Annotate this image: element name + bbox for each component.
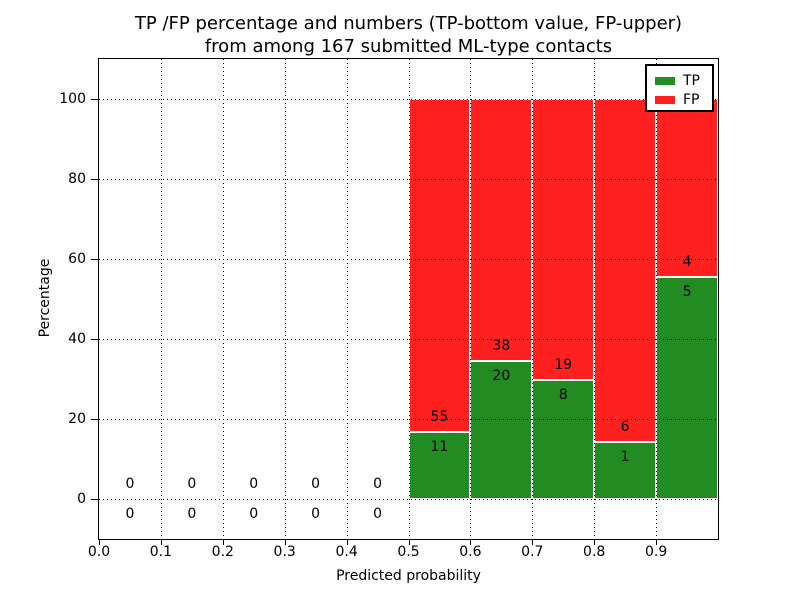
annotation-tp-count: 11 — [430, 439, 449, 456]
y-axis-tick — [91, 339, 99, 340]
legend-label-fp: FP — [683, 91, 700, 108]
x-tick-label: 0.8 — [583, 544, 606, 560]
bar-fp-segment — [594, 99, 657, 442]
y-axis-tick — [91, 259, 99, 260]
bar-tp-segment — [594, 441, 657, 499]
y-tick-label: 60 — [68, 251, 86, 267]
y-tick-label: 100 — [59, 91, 86, 107]
y-tick-label: 20 — [68, 411, 86, 427]
x-tick-label: 0.4 — [335, 544, 358, 560]
bar-tp-segment — [470, 361, 533, 499]
x-tick-label: 0.1 — [149, 544, 173, 560]
x-axis-tick — [532, 539, 534, 545]
annotation-fp-count: 19 — [554, 357, 573, 374]
annotation-tp-count: 1 — [620, 448, 630, 465]
x-tick-label: 0.0 — [87, 544, 111, 560]
chart-title-line1: TP /FP percentage and numbers (TP-bottom… — [134, 13, 683, 34]
x-tick-label: 0.7 — [521, 544, 544, 560]
bar-tp-segment — [532, 380, 595, 499]
gridline-vertical — [656, 59, 658, 539]
annotation-fp-count: 0 — [125, 476, 135, 492]
legend-item-tp: TP — [647, 71, 712, 90]
chart-title-line2: from among 167 submitted ML-type contact… — [204, 36, 613, 57]
gridline-vertical — [594, 59, 596, 539]
bar-fp-segment — [470, 99, 533, 362]
annotation-tp-count: 0 — [373, 506, 383, 522]
bar-fp-segment — [408, 99, 471, 433]
gridline-vertical — [284, 59, 286, 539]
gridline-vertical — [408, 59, 410, 539]
annotation-fp-count: 55 — [430, 409, 449, 426]
x-axis-tick — [656, 539, 658, 545]
gridline-vertical — [346, 59, 348, 539]
y-tick-label: 0 — [77, 491, 86, 507]
legend-swatch-tp-icon — [655, 76, 675, 85]
x-tick-label: 0.6 — [459, 544, 482, 560]
annotation-fp-count: 0 — [311, 476, 321, 492]
x-axis-tick — [160, 539, 162, 545]
gridline-vertical — [222, 59, 224, 539]
x-axis-label: Predicted probability — [336, 568, 481, 584]
bar-tp-segment — [656, 276, 718, 499]
x-axis-tick — [284, 539, 286, 545]
annotation-fp-count: 6 — [620, 418, 630, 435]
y-axis-tick — [91, 499, 99, 500]
x-axis-tick — [470, 539, 472, 545]
x-tick-label: 0.2 — [211, 544, 234, 560]
x-tick-label: 0.5 — [397, 544, 420, 560]
annotation-fp-count: 38 — [492, 338, 511, 355]
gridline-vertical — [160, 59, 162, 539]
annotation-tp-count: 0 — [125, 506, 135, 522]
x-tick-label: 0.9 — [644, 544, 668, 560]
legend-item-fp: FP — [647, 90, 712, 109]
bar-fp-segment — [532, 99, 595, 381]
x-tick-label: 0.3 — [273, 544, 296, 560]
x-axis-tick — [222, 539, 224, 545]
y-tick-label: 40 — [68, 331, 86, 347]
gridline-vertical — [532, 59, 534, 539]
legend: TP FP — [645, 64, 714, 112]
annotation-tp-count: 0 — [187, 506, 197, 522]
x-axis-tick — [346, 539, 348, 545]
bar-fp-segment — [656, 99, 718, 277]
annotation-fp-count: 4 — [682, 253, 692, 270]
x-axis-tick — [408, 539, 410, 545]
y-axis-tick — [91, 179, 99, 180]
x-axis-tick — [594, 539, 596, 545]
annotation-tp-count: 0 — [249, 506, 259, 522]
legend-swatch-fp-icon — [655, 95, 675, 104]
annotation-fp-count: 0 — [187, 476, 197, 492]
y-axis-tick — [91, 419, 99, 420]
x-axis-tick — [99, 539, 100, 545]
y-tick-label: 80 — [68, 171, 86, 187]
chart-title: TP /FP percentage and numbers (TP-bottom… — [99, 12, 718, 58]
annotation-tp-count: 0 — [311, 506, 321, 522]
annotation-tp-count: 20 — [492, 368, 511, 385]
annotation-tp-count: 5 — [682, 283, 692, 300]
annotation-fp-count: 0 — [249, 476, 259, 492]
legend-label-tp: TP — [683, 72, 700, 89]
gridline-vertical — [470, 59, 472, 539]
bar-tp-segment — [408, 432, 471, 499]
annotation-tp-count: 8 — [558, 387, 568, 404]
annotation-fp-count: 0 — [373, 476, 383, 492]
y-axis-tick — [91, 99, 99, 100]
